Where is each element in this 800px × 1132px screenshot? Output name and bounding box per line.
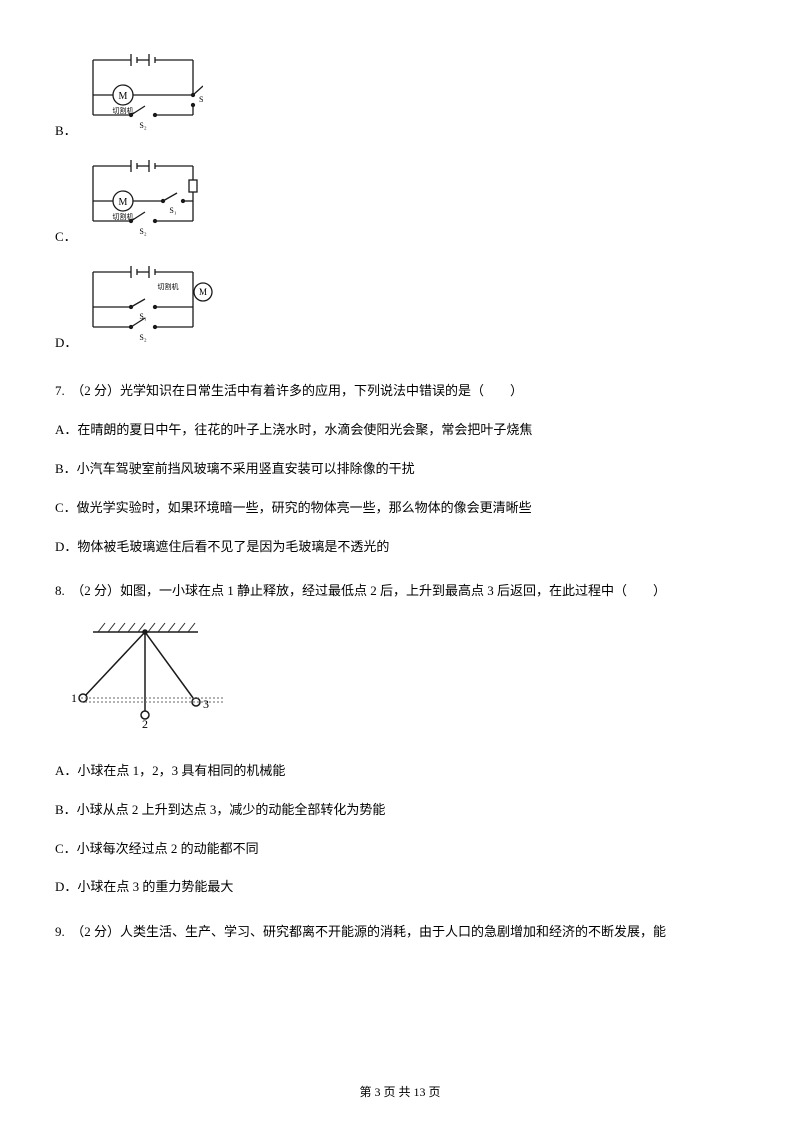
q7-option-b: B．小汽车驾驶室前挡风玻璃不采用竖直安装可以排除像的干扰: [55, 459, 745, 480]
motor-sub-b: 切割机: [112, 106, 133, 115]
option-letter-b: B．: [55, 121, 77, 146]
page-footer: 第 3 页 共 13 页: [0, 1083, 800, 1102]
motor-label-c: M: [118, 197, 127, 208]
q8-stem: 8. （2 分）如图，一小球在点 1 静止释放，经过最低点 2 后，上升到最高点…: [55, 581, 745, 602]
q8-option-a: A．小球在点 1，2，3 具有相同的机械能: [55, 761, 745, 782]
letter: D: [55, 335, 64, 350]
q7-option-d: D．物体被毛玻璃遮住后看不见了是因为毛玻璃是不透光的: [55, 537, 745, 558]
motor-label-d: M: [199, 287, 207, 297]
s1-label-b: S₁: [199, 95, 203, 104]
motor-label-b: M: [118, 91, 127, 102]
s1-label-c: S₁: [169, 206, 176, 215]
q9-stem: 9. （2 分）人类生活、生产、学习、研究都离不开能源的消耗，由于人口的急剧增加…: [55, 922, 745, 943]
s2-label-d: S₂: [140, 333, 147, 342]
circuit-svg-c: M 切割机 S₁ S₂: [83, 156, 203, 241]
motor-sub-d: 切割机: [158, 282, 179, 291]
punct: ．: [64, 229, 77, 244]
letter: B: [55, 123, 64, 138]
circuit-option-d: D．: [55, 262, 745, 358]
pendulum-point-3: 3: [203, 697, 209, 711]
punct: ．: [64, 335, 77, 350]
pendulum-svg: 1 2 3: [63, 620, 233, 730]
pendulum-diagram: 1 2 3: [63, 620, 745, 737]
q8-option-d: D．小球在点 3 的重力势能最大: [55, 877, 745, 898]
letter: C: [55, 229, 64, 244]
q8-option-b: B．小球从点 2 上升到达点 3，减少的动能全部转化为势能: [55, 800, 745, 821]
circuit-diagram-d: 切割机 M S₁ S₂: [83, 262, 213, 354]
pendulum-point-2: 2: [142, 717, 148, 730]
circuit-svg-b: M 切割机 S₁ S₂: [83, 50, 203, 135]
q8-option-c: C．小球每次经过点 2 的动能都不同: [55, 839, 745, 860]
s2-label-c: S₂: [139, 227, 146, 236]
s1-label-d: S₁: [140, 312, 147, 321]
pendulum-point-1: 1: [71, 691, 77, 705]
option-letter-d: D．: [55, 333, 77, 358]
circuit-diagram-b: M 切割机 S₁ S₂: [83, 50, 203, 142]
punct: ．: [64, 123, 77, 138]
circuit-svg-d: 切割机 M S₁ S₂: [83, 262, 213, 347]
q7-option-c: C．做光学实验时，如果环境暗一些，研究的物体亮一些，那么物体的像会更清晰些: [55, 498, 745, 519]
option-letter-c: C．: [55, 227, 77, 252]
motor-sub-c: 切割机: [112, 212, 133, 221]
circuit-option-c: C．: [55, 156, 745, 252]
circuit-option-b: B．: [55, 50, 745, 146]
s2-label-b: S₂: [139, 121, 146, 130]
circuit-diagram-c: M 切割机 S₁ S₂: [83, 156, 203, 248]
q7-option-a: A．在晴朗的夏日中午，往花的叶子上浇水时，水滴会使阳光会聚，常会把叶子烧焦: [55, 420, 745, 441]
q7-stem: 7. （2 分）光学知识在日常生活中有着许多的应用，下列说法中错误的是（ ）: [55, 381, 745, 402]
